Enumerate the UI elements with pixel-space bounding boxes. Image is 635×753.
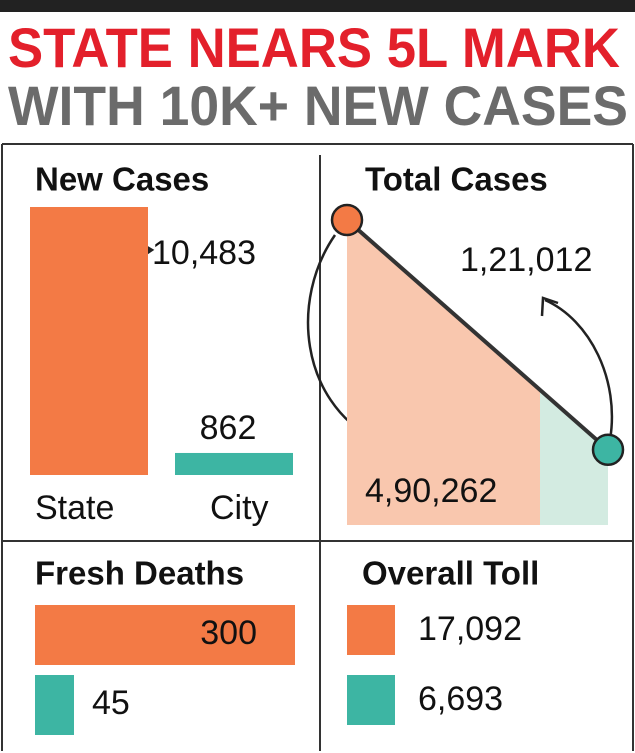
value-label: 17,092 — [418, 610, 522, 648]
swatch — [347, 675, 395, 725]
panel-title: New Cases — [35, 161, 209, 198]
area-fill — [540, 389, 608, 525]
swatch — [347, 605, 395, 655]
panel-grid — [1, 143, 634, 751]
bar — [35, 605, 295, 665]
value-label: 300 — [200, 614, 257, 652]
value-label: 1,21,012 — [460, 241, 592, 279]
bar — [175, 452, 293, 475]
value-label: 862 — [200, 409, 257, 447]
headline: STATE NEARS 5L MARK — [8, 16, 620, 79]
value-label: 4,90,262 — [365, 472, 497, 510]
area-fill — [347, 220, 540, 525]
value-label: 45 — [92, 684, 130, 722]
x-tick-label: City — [210, 489, 269, 527]
subheadline: WITH 10K+ NEW CASES — [8, 74, 628, 137]
x-tick-label: State — [35, 489, 114, 527]
point — [330, 203, 364, 237]
panel-title: Total Cases — [365, 161, 548, 198]
value-label: 10,483 — [152, 234, 256, 272]
line — [345, 218, 610, 452]
value-label: 6,693 — [418, 680, 503, 718]
panel-title: Fresh Deaths — [35, 555, 244, 592]
panel-title: Overall Toll — [362, 555, 539, 592]
bar — [35, 675, 74, 735]
top-stripe — [0, 0, 635, 12]
point — [591, 433, 625, 466]
bar — [30, 207, 148, 475]
